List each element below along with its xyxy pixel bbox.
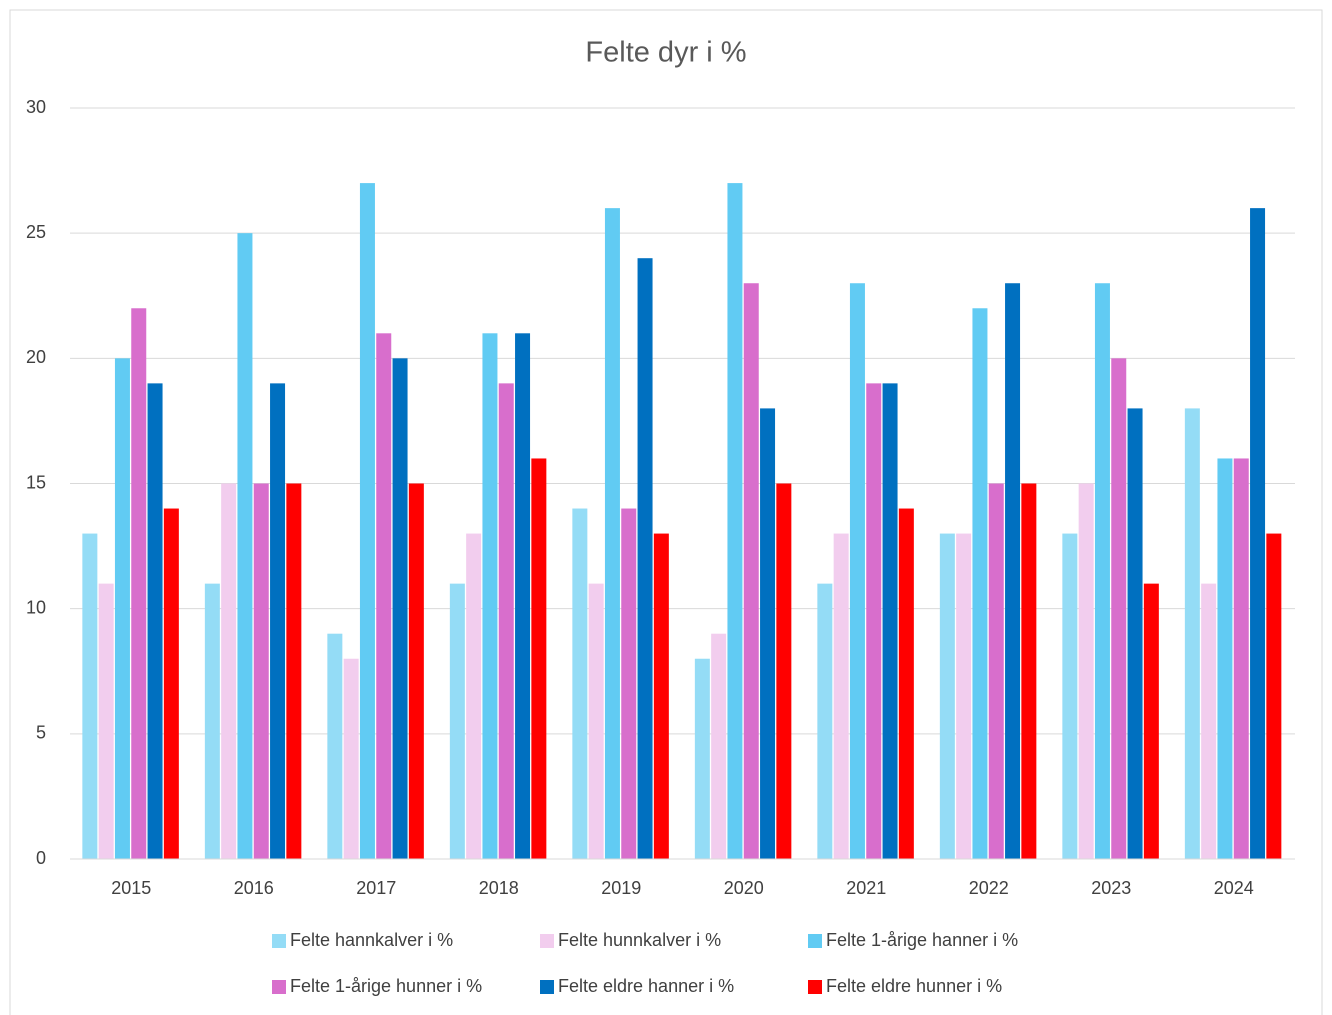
bar bbox=[343, 658, 359, 859]
legend-label: Felte hunnkalver i % bbox=[558, 930, 721, 950]
legend-swatch bbox=[272, 934, 286, 948]
bar bbox=[1127, 408, 1143, 859]
bar bbox=[882, 383, 898, 859]
bar bbox=[82, 533, 98, 859]
legend-swatch bbox=[540, 934, 554, 948]
bar bbox=[776, 483, 792, 859]
bar bbox=[449, 583, 465, 859]
bar bbox=[408, 483, 424, 859]
bar bbox=[653, 533, 669, 859]
y-tick-label: 0 bbox=[36, 848, 46, 868]
legend-label: Felte 1-årige hanner i % bbox=[826, 930, 1018, 950]
bar bbox=[1111, 358, 1127, 859]
x-tick-label: 2022 bbox=[969, 878, 1009, 898]
bar bbox=[376, 333, 392, 859]
bar bbox=[466, 533, 482, 859]
bar bbox=[270, 383, 286, 859]
bar bbox=[743, 283, 759, 859]
bar bbox=[147, 383, 163, 859]
y-tick-label: 25 bbox=[26, 222, 46, 242]
bar bbox=[237, 233, 253, 859]
bar bbox=[956, 533, 972, 859]
legend-swatch bbox=[808, 980, 822, 994]
bar bbox=[1184, 408, 1200, 859]
legend-swatch bbox=[272, 980, 286, 994]
chart-title: Felte dyr i % bbox=[585, 37, 746, 69]
x-tick-label: 2020 bbox=[724, 878, 764, 898]
legend-label: Felte 1-årige hunner i % bbox=[290, 976, 482, 996]
x-tick-label: 2018 bbox=[479, 878, 519, 898]
bar bbox=[1021, 483, 1037, 859]
bar bbox=[833, 533, 849, 859]
bar bbox=[515, 333, 531, 859]
x-tick-label: 2017 bbox=[356, 878, 396, 898]
bar bbox=[972, 308, 988, 859]
bar bbox=[621, 508, 637, 859]
legend-swatch bbox=[808, 934, 822, 948]
x-tick-label: 2021 bbox=[846, 878, 886, 898]
bar bbox=[1078, 483, 1094, 859]
bar bbox=[1094, 283, 1110, 859]
bar bbox=[253, 483, 269, 859]
bar bbox=[694, 658, 710, 859]
y-tick-label: 10 bbox=[26, 597, 46, 617]
bar bbox=[98, 583, 114, 859]
bar bbox=[131, 308, 147, 859]
y-tick-label: 5 bbox=[36, 723, 46, 743]
bar bbox=[221, 483, 237, 859]
bar bbox=[572, 508, 588, 859]
bar bbox=[1233, 458, 1249, 859]
bar bbox=[817, 583, 833, 859]
bar bbox=[1005, 283, 1021, 859]
x-tick-label: 2015 bbox=[111, 878, 151, 898]
bar bbox=[988, 483, 1004, 859]
x-tick-label: 2016 bbox=[234, 878, 274, 898]
bar bbox=[163, 508, 179, 859]
bar bbox=[604, 208, 620, 860]
bar bbox=[1062, 533, 1078, 859]
legend-swatch bbox=[540, 980, 554, 994]
bar bbox=[711, 633, 727, 859]
legend-label: Felte eldre hanner i % bbox=[558, 976, 734, 996]
bar bbox=[1250, 208, 1266, 860]
bar bbox=[637, 258, 653, 859]
y-tick-label: 30 bbox=[26, 97, 46, 117]
legend-label: Felte eldre hunner i % bbox=[826, 976, 1002, 996]
bar bbox=[286, 483, 302, 859]
bar bbox=[1143, 583, 1159, 859]
x-tick-label: 2023 bbox=[1091, 878, 1131, 898]
bar bbox=[531, 458, 547, 859]
bar bbox=[482, 333, 498, 859]
bar bbox=[1266, 533, 1282, 859]
bar bbox=[204, 583, 220, 859]
legend-label: Felte hannkalver i % bbox=[290, 930, 453, 950]
bar bbox=[939, 533, 955, 859]
x-tick-label: 2019 bbox=[601, 878, 641, 898]
bar bbox=[760, 408, 776, 859]
bar bbox=[1217, 458, 1233, 859]
bar bbox=[392, 358, 408, 859]
y-tick-label: 20 bbox=[26, 347, 46, 367]
bar bbox=[1201, 583, 1217, 859]
bar bbox=[727, 183, 743, 860]
bar bbox=[114, 358, 130, 859]
y-tick-label: 15 bbox=[26, 472, 46, 492]
bar bbox=[359, 183, 375, 860]
bar bbox=[849, 283, 865, 859]
bar bbox=[588, 583, 604, 859]
bar bbox=[898, 508, 914, 859]
bar bbox=[498, 383, 514, 859]
x-tick-label: 2024 bbox=[1214, 878, 1254, 898]
bar bbox=[327, 633, 343, 859]
bar bbox=[866, 383, 882, 859]
